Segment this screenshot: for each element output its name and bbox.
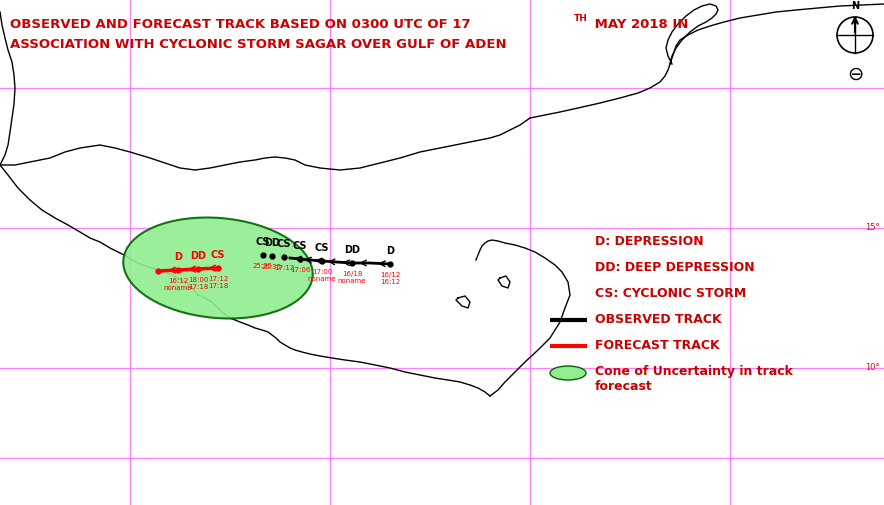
Text: DD: DD bbox=[190, 251, 206, 261]
Text: ASSOCIATION WITH CYCLONIC STORM SAGAR OVER GULF OF ADEN: ASSOCIATION WITH CYCLONIC STORM SAGAR OV… bbox=[10, 38, 507, 51]
Ellipse shape bbox=[123, 218, 313, 319]
Text: DD: DD bbox=[344, 245, 360, 255]
Text: CS: CS bbox=[315, 243, 329, 253]
Text: 15°: 15° bbox=[865, 224, 880, 232]
Text: 25:35: 25:35 bbox=[262, 264, 282, 270]
Text: CS: CS bbox=[293, 241, 308, 251]
Text: TH: TH bbox=[574, 14, 588, 23]
Text: CS: CYCLONIC STORM: CS: CYCLONIC STORM bbox=[595, 287, 746, 300]
Text: OBSERVED TRACK: OBSERVED TRACK bbox=[595, 313, 721, 326]
Text: 16/12
16:12: 16/12 16:12 bbox=[380, 272, 400, 285]
Text: D: D bbox=[386, 246, 394, 256]
Text: CS: CS bbox=[277, 239, 291, 249]
Text: 16/18
noname: 16/18 noname bbox=[338, 271, 366, 284]
Text: 18:00
17:18: 18:00 17:18 bbox=[187, 277, 209, 290]
Text: 25:35: 25:35 bbox=[253, 263, 273, 269]
Text: Cone of Uncertainty in track
forecast: Cone of Uncertainty in track forecast bbox=[595, 365, 793, 393]
Text: 10°: 10° bbox=[865, 364, 880, 373]
Text: N: N bbox=[851, 1, 859, 11]
Text: DD: DEEP DEPRESSION: DD: DEEP DEPRESSION bbox=[595, 261, 755, 274]
Text: DD: DD bbox=[264, 238, 280, 248]
Text: 17:00
noname: 17:00 noname bbox=[308, 269, 336, 282]
Text: ⊖: ⊖ bbox=[847, 65, 863, 84]
Text: FORECAST TRACK: FORECAST TRACK bbox=[595, 339, 720, 352]
Text: D: D bbox=[174, 252, 182, 262]
Text: CS: CS bbox=[255, 237, 271, 247]
Text: MAY 2018 IN: MAY 2018 IN bbox=[590, 18, 689, 31]
Text: OBSERVED AND FORECAST TRACK BASED ON 0300 UTC OF 17: OBSERVED AND FORECAST TRACK BASED ON 030… bbox=[10, 18, 470, 31]
Text: 17:06: 17:06 bbox=[290, 267, 310, 273]
Text: D: DEPRESSION: D: DEPRESSION bbox=[595, 235, 704, 248]
Text: 16:12
noname: 16:12 noname bbox=[164, 278, 192, 291]
Text: 17:12
17:18: 17:12 17:18 bbox=[208, 276, 228, 289]
Ellipse shape bbox=[550, 366, 586, 380]
Text: CS: CS bbox=[210, 250, 225, 260]
Text: 17:12: 17:12 bbox=[274, 265, 294, 271]
